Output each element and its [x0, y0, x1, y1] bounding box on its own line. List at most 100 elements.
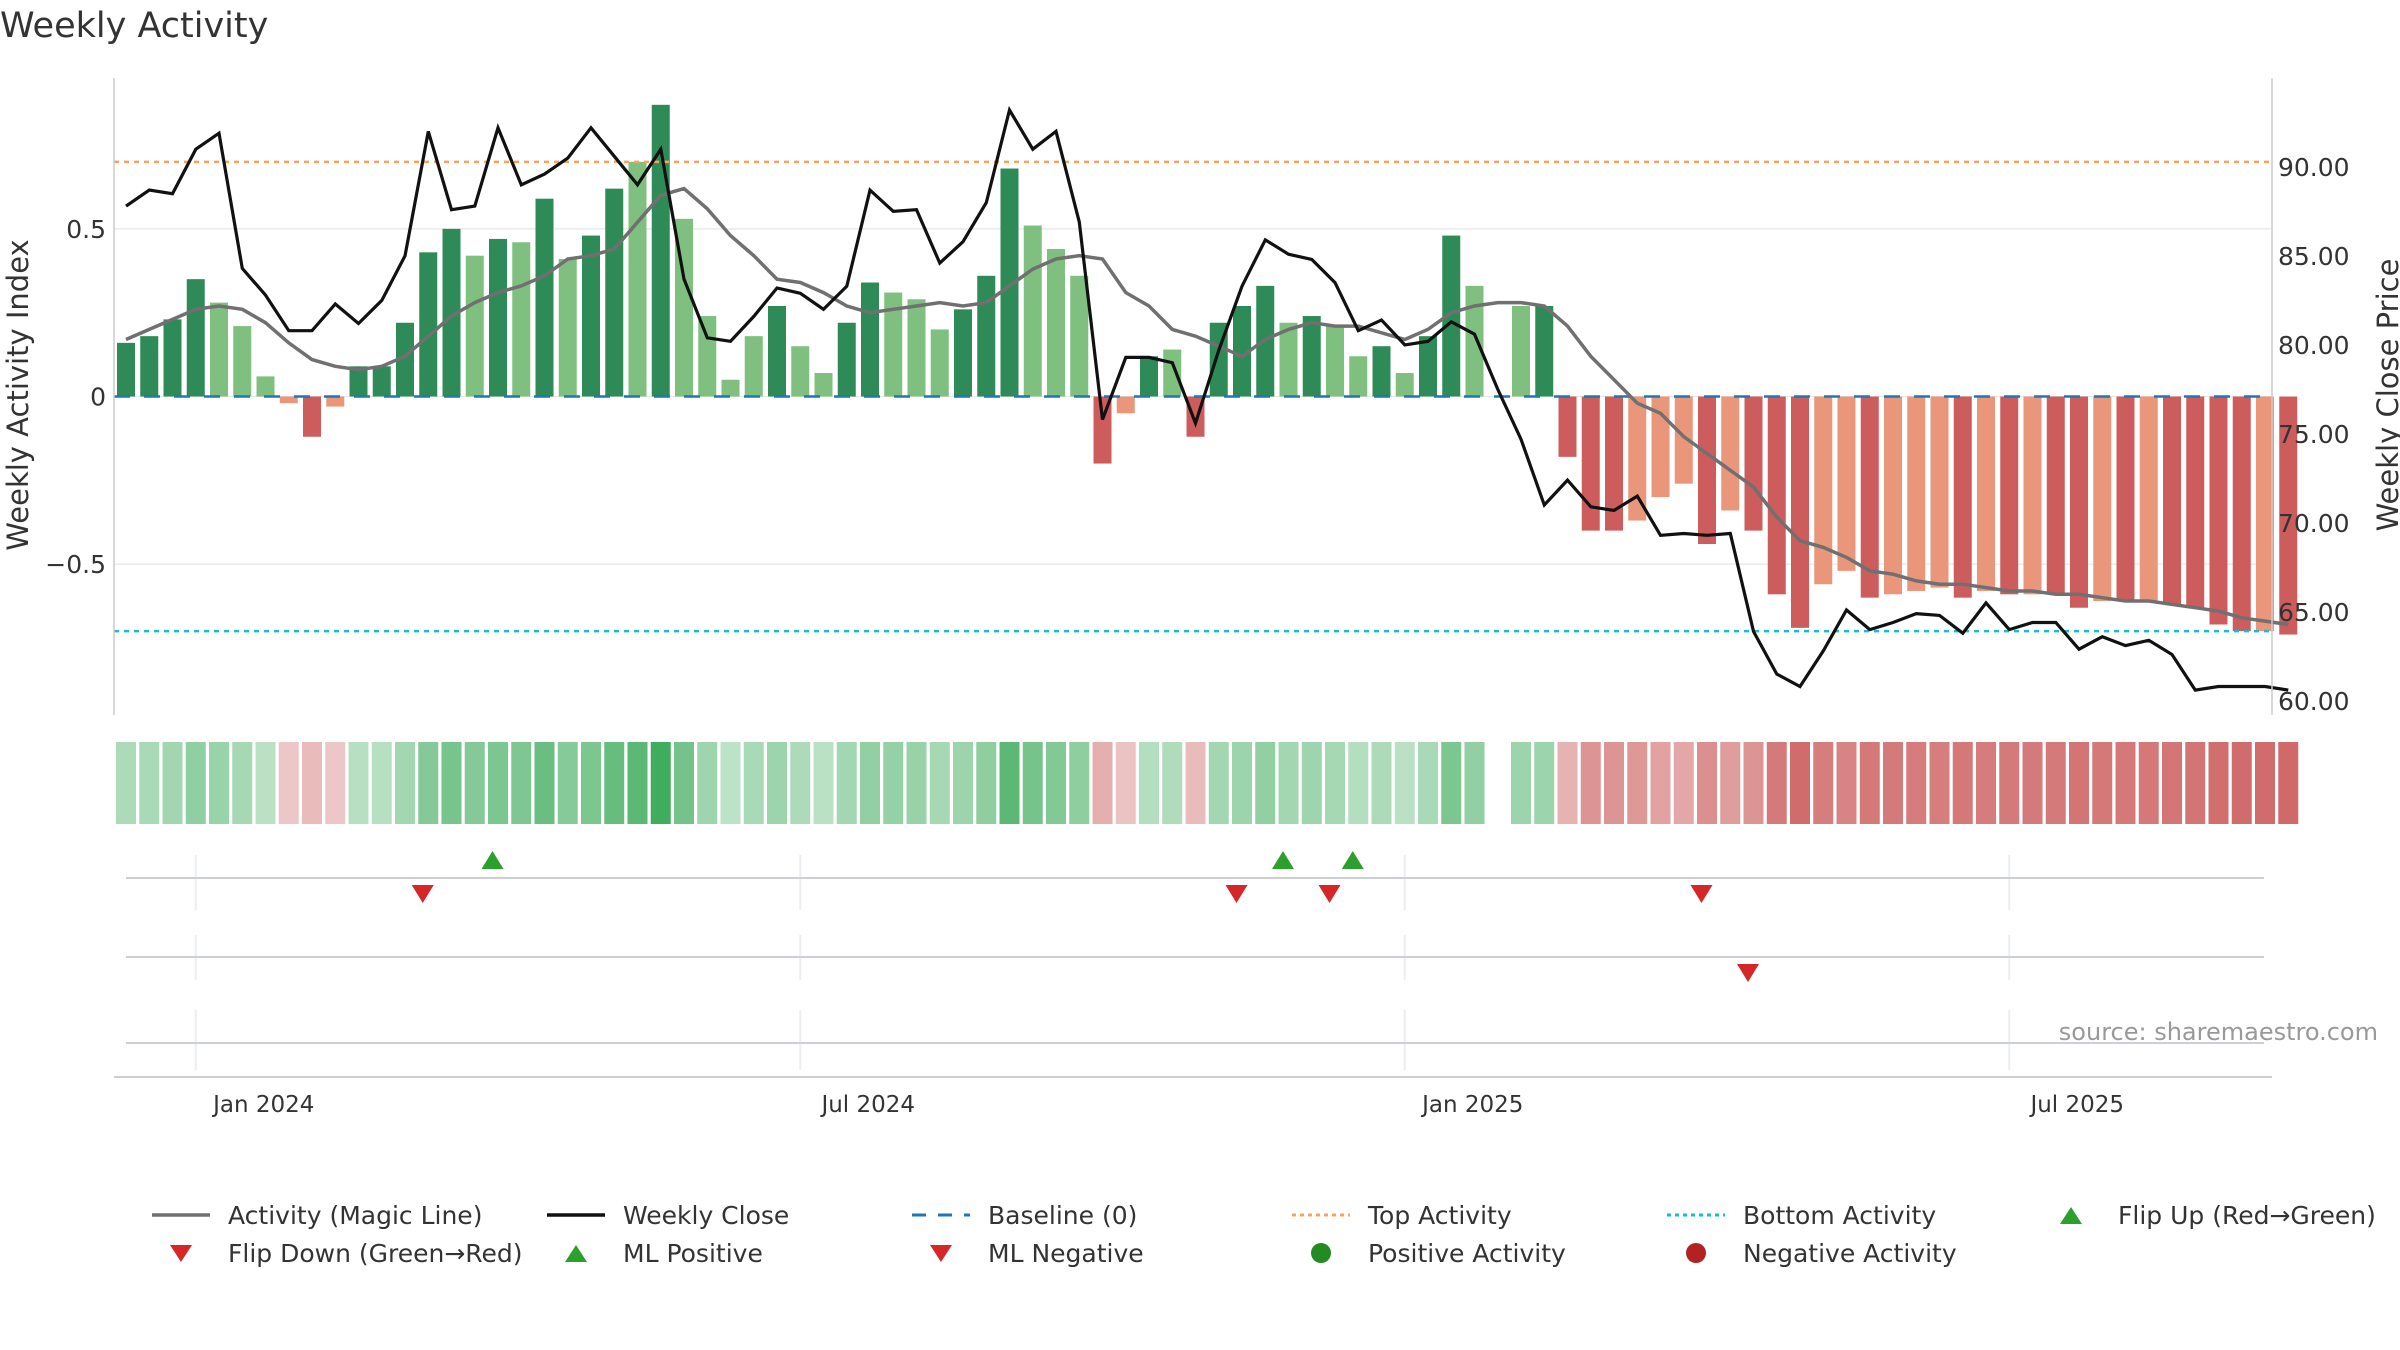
- positive-activity-bar: [372, 366, 391, 397]
- activity-heat-cell: [1394, 742, 1415, 824]
- legend-symbol: [912, 1213, 970, 1217]
- activity-heat-cell: [1557, 742, 1578, 824]
- negative-activity-bar: [1116, 396, 1135, 414]
- positive-activity-bar: [1442, 235, 1461, 397]
- legend-symbol: [2060, 1207, 2082, 1224]
- activity-heat-cell: [1418, 742, 1438, 824]
- legend-symbol: [170, 1245, 192, 1262]
- positive-activity-bar: [117, 342, 135, 397]
- legend: Activity (Magic Line) Weekly Close Baselin…: [150, 1200, 2400, 1290]
- activity-heat-cell: [1348, 742, 1369, 824]
- right-tick-label: 90.00: [2278, 153, 2350, 182]
- right-tick-label: 85.00: [2278, 242, 2350, 271]
- activity-heat-cell: [1836, 742, 1857, 824]
- positive-activity-bar: [1372, 346, 1391, 397]
- activity-heat-cell: [2185, 742, 2206, 824]
- activity-heat-cell: [1162, 742, 1183, 824]
- flip-up-marker: [481, 851, 504, 869]
- activity-heat-cell: [2092, 742, 2113, 824]
- activity-heat-cell: [860, 742, 880, 824]
- flip-down-marker: [1318, 885, 1341, 903]
- positive-activity-bar: [954, 309, 972, 397]
- negative-activity-bar: [1674, 396, 1693, 484]
- activity-heat-cell: [767, 742, 787, 824]
- activity-heat-cell: [1255, 742, 1276, 824]
- activity-heat-cell: [2162, 742, 2182, 824]
- activity-heat-cell: [255, 742, 276, 824]
- legend-item: Flip Up (Red→Green): [2040, 1200, 2376, 1230]
- positive-activity-bar: [977, 275, 996, 397]
- legend-label: Flip Down (Green→Red): [228, 1238, 523, 1268]
- positive-activity-bar: [396, 322, 414, 397]
- positive-activity-bar: [1535, 305, 1554, 397]
- activity-heat-cell: [348, 742, 369, 824]
- activity-heat-cell: [116, 742, 136, 824]
- negative-activity-bar: [2209, 396, 2228, 625]
- activity-heat-cell: [906, 742, 927, 824]
- legend-label: Bottom Activity: [1743, 1200, 1937, 1230]
- positive-activity-bar: [698, 316, 717, 397]
- activity-heat-cell: [2022, 742, 2043, 824]
- activity-heat-cell: [441, 742, 462, 824]
- negative-activity-bar: [1953, 396, 1972, 598]
- negative-activity-bar: [1698, 396, 1716, 545]
- positive-activity-bar: [349, 366, 368, 397]
- activity-heat-cell: [1999, 742, 2020, 824]
- activity-heat-cell: [1069, 742, 1090, 824]
- legend-symbol: [1292, 1213, 1350, 1217]
- positive-activity-bar: [861, 282, 879, 397]
- negative-activity-bar: [2070, 396, 2088, 608]
- positive-activity-bar: [210, 302, 228, 397]
- activity-heat-cell: [371, 742, 392, 824]
- legend-label: Activity (Magic Line): [228, 1200, 483, 1230]
- activity-heat-cell: [1929, 742, 1950, 824]
- activity-heat-cell: [627, 742, 648, 824]
- activity-heat-cell: [743, 742, 764, 824]
- negative-activity-bar: [2046, 396, 2065, 595]
- activity-heat-cell: [1743, 742, 1764, 824]
- right-tick-label: 70.00: [2278, 509, 2350, 538]
- activity-heat-cell: [1301, 742, 1322, 824]
- legend-symbol: [1667, 1213, 1725, 1217]
- activity-heat-cell: [1720, 742, 1741, 824]
- negative-activity-bar: [2256, 396, 2274, 632]
- activity-heat-cell: [953, 742, 973, 824]
- magic-line-series: [125, 186, 2289, 627]
- activity-heat-cell: [2115, 742, 2136, 824]
- activity-heat-cell: [697, 742, 718, 824]
- positive-activity-bar: [419, 252, 438, 397]
- negative-activity-bar: [2023, 396, 2042, 595]
- legend-label: Flip Up (Red→Green): [2118, 1200, 2376, 1230]
- activity-heat-cell: [1022, 742, 1043, 824]
- negative-activity-bar: [2000, 396, 2019, 595]
- activity-heat-cell: [1278, 742, 1299, 824]
- legend-label: Weekly Close: [623, 1200, 790, 1230]
- left-tick-label: −0.5: [45, 550, 106, 579]
- legend-item: Bottom Activity: [1665, 1200, 1936, 1230]
- activity-heat-cell: [999, 742, 1020, 824]
- activity-heat-cell: [2069, 742, 2089, 824]
- negative-activity-bar: [2279, 396, 2298, 635]
- activity-heat-cell: [2045, 742, 2066, 824]
- legend-symbol: [930, 1245, 952, 1262]
- negative-activity-bar: [1093, 396, 1112, 464]
- chart-title: Weekly Activity: [0, 6, 268, 46]
- positive-activity-bar: [1326, 326, 1344, 397]
- positive-activity-bar: [605, 188, 624, 397]
- positive-activity-bar: [930, 329, 949, 397]
- activity-heat-cell: [1232, 742, 1252, 824]
- legend-item: Weekly Close: [545, 1200, 789, 1230]
- positive-activity-bar: [721, 379, 740, 397]
- legend-label: Negative Activity: [1743, 1238, 1957, 1268]
- positive-activity-bar: [140, 336, 159, 397]
- activity-heat-cell: [1580, 742, 1601, 824]
- flip-up-marker: [1341, 851, 1364, 869]
- left-tick-label: 0: [90, 383, 106, 412]
- legend-item: ML Positive: [545, 1238, 763, 1268]
- activity-heat-cell: [674, 742, 694, 824]
- activity-heat-cell: [1371, 742, 1392, 824]
- activity-heat-cell: [790, 742, 811, 824]
- right-tick-label: 65.00: [2278, 598, 2350, 627]
- positive-activity-bar: [1163, 349, 1182, 397]
